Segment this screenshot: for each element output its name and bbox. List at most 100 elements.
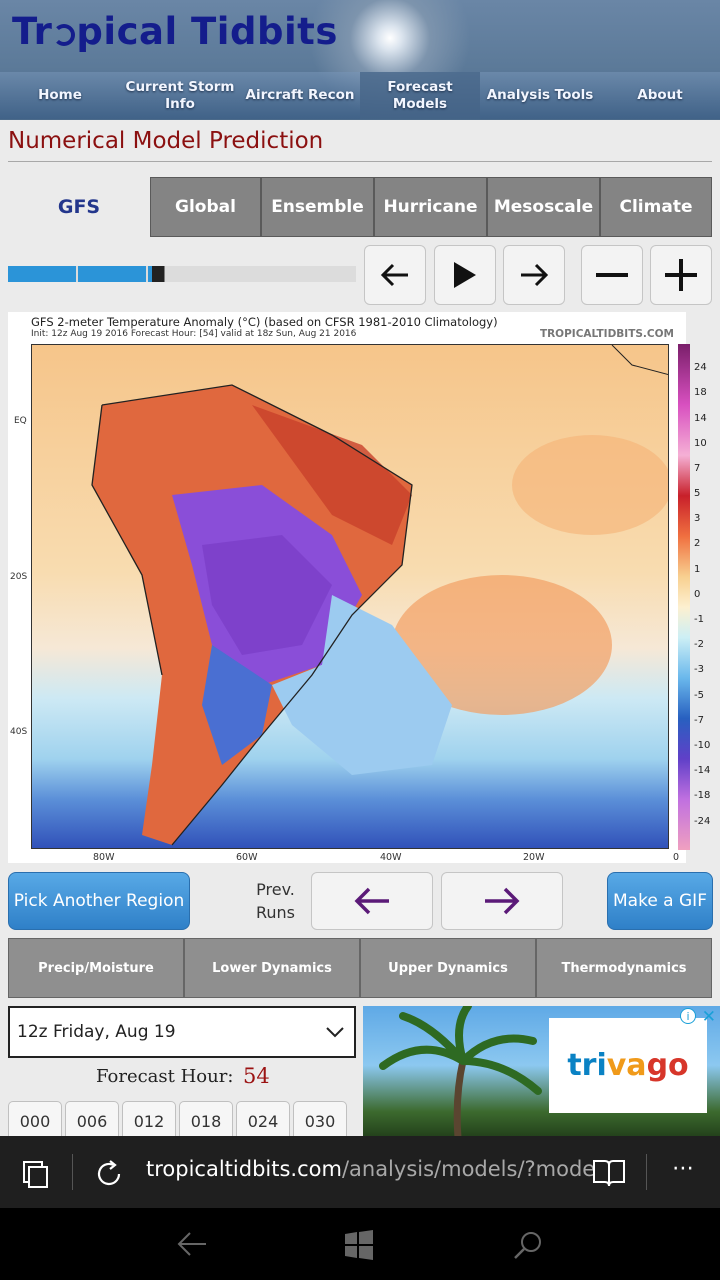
ad-close-icon[interactable]: ✕ bbox=[701, 1007, 716, 1027]
hour-button-018[interactable]: 018 bbox=[179, 1101, 233, 1141]
step-forward-button[interactable] bbox=[503, 245, 565, 305]
arrow-right-icon bbox=[485, 887, 520, 915]
colorbar-label: 10 bbox=[694, 438, 707, 449]
colorbar-label: 24 bbox=[694, 362, 707, 373]
tab-lower-dynamics[interactable]: Lower Dynamics bbox=[184, 938, 360, 998]
colorbar-label: 2 bbox=[694, 538, 701, 549]
model-tabs: GFS Global Ensemble Hurricane Mesoscale … bbox=[8, 177, 712, 237]
hour-button-006[interactable]: 006 bbox=[65, 1101, 119, 1141]
colorbar-label: 3 bbox=[694, 513, 701, 524]
hour-button-024[interactable]: 024 bbox=[236, 1101, 290, 1141]
colorbar-label: 14 bbox=[694, 413, 707, 424]
lon-label-0: 0 bbox=[673, 852, 680, 863]
url-path: /analysis/models/?mode bbox=[341, 1157, 596, 1181]
hour-button-012[interactable]: 012 bbox=[122, 1101, 176, 1141]
tab-hurricane[interactable]: Hurricane bbox=[374, 177, 487, 237]
variable-category-tabs: Precip/Moisture Lower Dynamics Upper Dyn… bbox=[8, 938, 712, 998]
more-menu-icon[interactable]: ⋯ bbox=[672, 1156, 696, 1181]
reading-view-icon[interactable] bbox=[592, 1158, 626, 1188]
prev-run-button[interactable] bbox=[311, 872, 433, 930]
colorbar-label: 18 bbox=[694, 387, 707, 398]
palm-tree-image bbox=[379, 1006, 542, 1138]
search-icon[interactable] bbox=[512, 1230, 544, 1262]
lat-label-40s: 40S bbox=[10, 727, 28, 737]
refresh-icon[interactable] bbox=[93, 1158, 125, 1190]
tab-upper-dynamics[interactable]: Upper Dynamics bbox=[360, 938, 536, 998]
nav-aircraft-recon[interactable]: Aircraft Recon bbox=[245, 87, 355, 103]
colorbar-label: -24 bbox=[694, 816, 711, 827]
colorbar-label: -5 bbox=[694, 690, 704, 701]
address-bar[interactable]: tropicaltidbits.com/analysis/models/?mod… bbox=[146, 1157, 595, 1181]
forecast-hour-label: Forecast Hour: bbox=[96, 1066, 234, 1087]
lon-label-40w: 40W bbox=[380, 852, 402, 863]
tab-gfs[interactable]: GFS bbox=[57, 196, 101, 218]
main-nav: Home Current Storm Info Aircraft Recon F… bbox=[0, 72, 720, 119]
advertisement[interactable]: trivago i ✕ bbox=[363, 1006, 720, 1138]
tabs-icon[interactable] bbox=[22, 1160, 50, 1188]
colorbar-label: -2 bbox=[694, 639, 704, 650]
speed-decrease-button[interactable] bbox=[581, 245, 643, 305]
system-nav-bar bbox=[0, 1208, 720, 1280]
nav-analysis-tools[interactable]: Analysis Tools bbox=[486, 87, 594, 103]
minus-icon bbox=[596, 273, 628, 277]
tab-global[interactable]: Global bbox=[150, 177, 261, 237]
trivago-logo: trivago bbox=[549, 1018, 707, 1113]
colorbar-label: -18 bbox=[694, 790, 711, 801]
pick-region-button[interactable]: Pick Another Region bbox=[8, 872, 190, 930]
lat-label-20s: 20S bbox=[10, 572, 28, 582]
lon-label-20w: 20W bbox=[523, 852, 545, 863]
windows-start-icon[interactable] bbox=[344, 1230, 374, 1260]
ad-info-icon[interactable]: i bbox=[680, 1008, 696, 1024]
lon-label-60w: 60W bbox=[236, 852, 258, 863]
map-subtitle: Init: 12z Aug 19 2016 Forecast Hour: [54… bbox=[31, 329, 357, 339]
map-title: GFS 2-meter Temperature Anomaly (°C) (ba… bbox=[31, 315, 498, 329]
colorbar-label: -14 bbox=[694, 765, 711, 776]
nav-forecast-models[interactable]: Forecast Models bbox=[360, 72, 480, 119]
model-run-select[interactable]: 12z Friday, Aug 19 bbox=[8, 1006, 356, 1058]
plus-icon bbox=[665, 259, 697, 291]
chevron-down-icon bbox=[326, 1027, 344, 1038]
hour-button-000[interactable]: 000 bbox=[8, 1101, 62, 1141]
arrow-right-icon bbox=[521, 263, 549, 287]
temperature-anomaly-map bbox=[31, 344, 669, 849]
lon-label-80w: 80W bbox=[93, 852, 115, 863]
map-credit: TROPICALTIDBITS.COM bbox=[539, 328, 674, 340]
speed-increase-button[interactable] bbox=[650, 245, 712, 305]
divider bbox=[8, 161, 712, 162]
tab-mesoscale[interactable]: Mesoscale bbox=[487, 177, 600, 237]
animation-progress-bar[interactable] bbox=[8, 266, 356, 282]
colorbar-label: -10 bbox=[694, 740, 711, 751]
colorbar-label: 1 bbox=[694, 564, 701, 575]
back-icon[interactable] bbox=[176, 1230, 208, 1258]
arrow-left-icon bbox=[380, 263, 408, 287]
toolbar-divider bbox=[646, 1154, 647, 1190]
site-logo[interactable]: Tr pical Tidbits bbox=[12, 10, 338, 53]
nav-home[interactable]: Home bbox=[38, 87, 82, 103]
progress-segment[interactable] bbox=[78, 266, 146, 282]
nav-about[interactable]: About bbox=[637, 87, 683, 103]
tab-climate[interactable]: Climate bbox=[600, 177, 712, 237]
color-scale-bar bbox=[678, 344, 690, 850]
colorbar-label: 0 bbox=[694, 589, 701, 600]
colorbar-label: -3 bbox=[694, 664, 704, 675]
model-map: GFS 2-meter Temperature Anomaly (°C) (ba… bbox=[8, 312, 710, 863]
prev-runs-label: Prev. Runs bbox=[256, 878, 295, 924]
colorbar-label: 5 bbox=[694, 488, 701, 499]
hour-button-030[interactable]: 030 bbox=[293, 1101, 347, 1141]
tab-ensemble[interactable]: Ensemble bbox=[261, 177, 374, 237]
next-run-button[interactable] bbox=[441, 872, 563, 930]
tab-thermodynamics[interactable]: Thermodynamics bbox=[536, 938, 712, 998]
forecast-hour-value: 54 bbox=[243, 1064, 270, 1088]
step-back-button[interactable] bbox=[364, 245, 426, 305]
nav-current-storm-info[interactable]: Current Storm Info bbox=[125, 78, 235, 112]
page-title: Numerical Model Prediction bbox=[8, 128, 324, 154]
colorbar-label: 7 bbox=[694, 463, 701, 474]
make-gif-button[interactable]: Make a GIF bbox=[607, 872, 713, 930]
tab-precip-moisture[interactable]: Precip/Moisture bbox=[8, 938, 184, 998]
progress-segment-current[interactable] bbox=[148, 266, 216, 282]
progress-segment[interactable] bbox=[8, 266, 76, 282]
arrow-left-icon bbox=[354, 887, 389, 915]
progress-segment[interactable] bbox=[218, 266, 286, 282]
play-button[interactable] bbox=[434, 245, 496, 305]
progress-segment[interactable] bbox=[288, 266, 356, 282]
